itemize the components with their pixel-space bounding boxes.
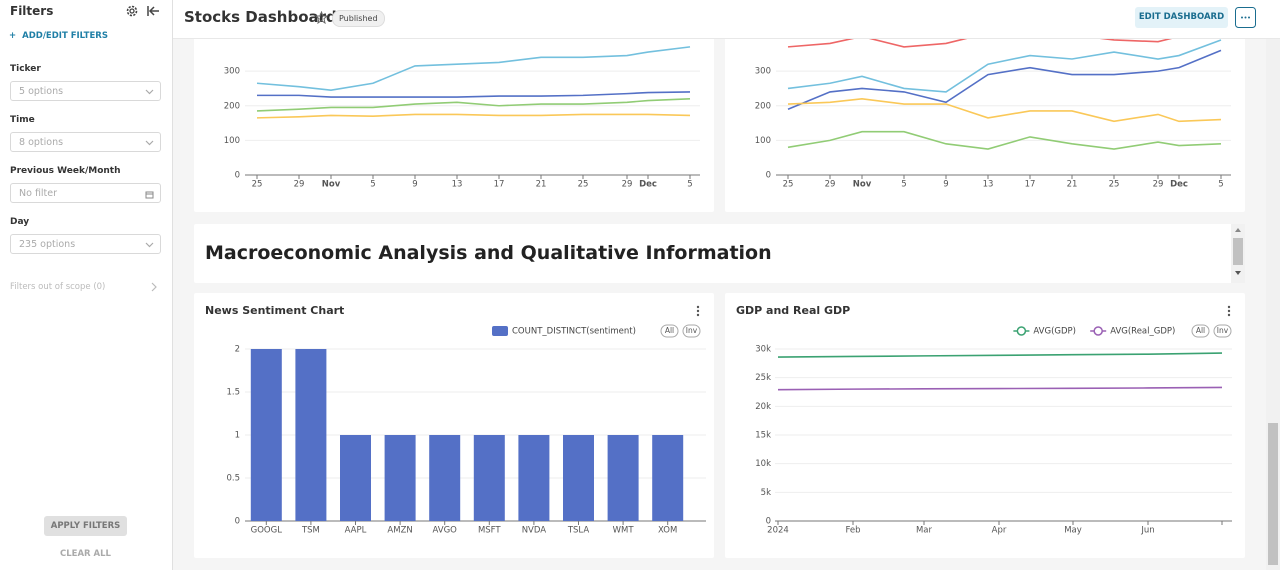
section-title: Macroeconomic Analysis and Qualitative I… — [205, 242, 772, 264]
chevron-icon — [145, 140, 154, 146]
calendar-icon — [145, 191, 154, 199]
dashboard-title: Stocks Dashboard — [184, 8, 337, 26]
out-of-scope[interactable]: Filters out of scope (0) — [10, 282, 106, 292]
filter-label: Ticker — [10, 64, 41, 74]
filter-select[interactable]: 5 options — [10, 81, 161, 101]
page-scrollbar[interactable] — [1266, 0, 1280, 570]
chart-card — [194, 293, 714, 558]
chevron-icon — [151, 282, 157, 292]
filter-label: Day — [10, 217, 30, 227]
filter-placeholder: 5 options — [19, 86, 64, 97]
filter-sidebar: Filters + ADD/EDIT FILTERS Ticker 5 optio… — [0, 0, 173, 570]
chart-card — [725, 293, 1245, 558]
section-card: Macroeconomic Analysis and Qualitative I… — [194, 224, 1245, 283]
chevron-icon — [145, 89, 154, 95]
filter-placeholder: No filter — [19, 188, 58, 199]
collapse-icon[interactable] — [146, 4, 160, 18]
filter-select[interactable]: No filter — [10, 183, 161, 203]
edit-dashboard-button[interactable]: EDIT DASHBOARD — [1135, 7, 1228, 28]
more-menu-button[interactable] — [1235, 7, 1256, 28]
filter-placeholder: 8 options — [19, 137, 64, 148]
filter-label: Previous Week/Month — [10, 166, 121, 176]
add-filters-link[interactable]: + ADD/EDIT FILTERS — [9, 31, 108, 41]
sidebar-title: Filters — [10, 4, 54, 18]
favorite-star[interactable] — [315, 11, 328, 24]
filter-placeholder: 235 options — [19, 239, 76, 250]
chevron-icon — [145, 242, 154, 248]
add-filters-text: ADD/EDIT FILTERS — [22, 31, 108, 41]
section-scrollbar[interactable] — [1231, 224, 1245, 283]
clear-all-button[interactable]: CLEAR ALL — [60, 549, 111, 559]
published-badge: Published — [332, 10, 385, 27]
settings-icon[interactable] — [125, 4, 139, 18]
apply-filters-button[interactable]: APPLY FILTERS — [44, 516, 127, 536]
plus-icon: + — [9, 31, 17, 41]
filter-label: Time — [10, 115, 35, 125]
filter-select[interactable]: 235 options — [10, 234, 161, 254]
filter-select[interactable]: 8 options — [10, 132, 161, 152]
dashboard-header: Stocks Dashboard Published EDIT DASHBOAR… — [173, 0, 1280, 39]
